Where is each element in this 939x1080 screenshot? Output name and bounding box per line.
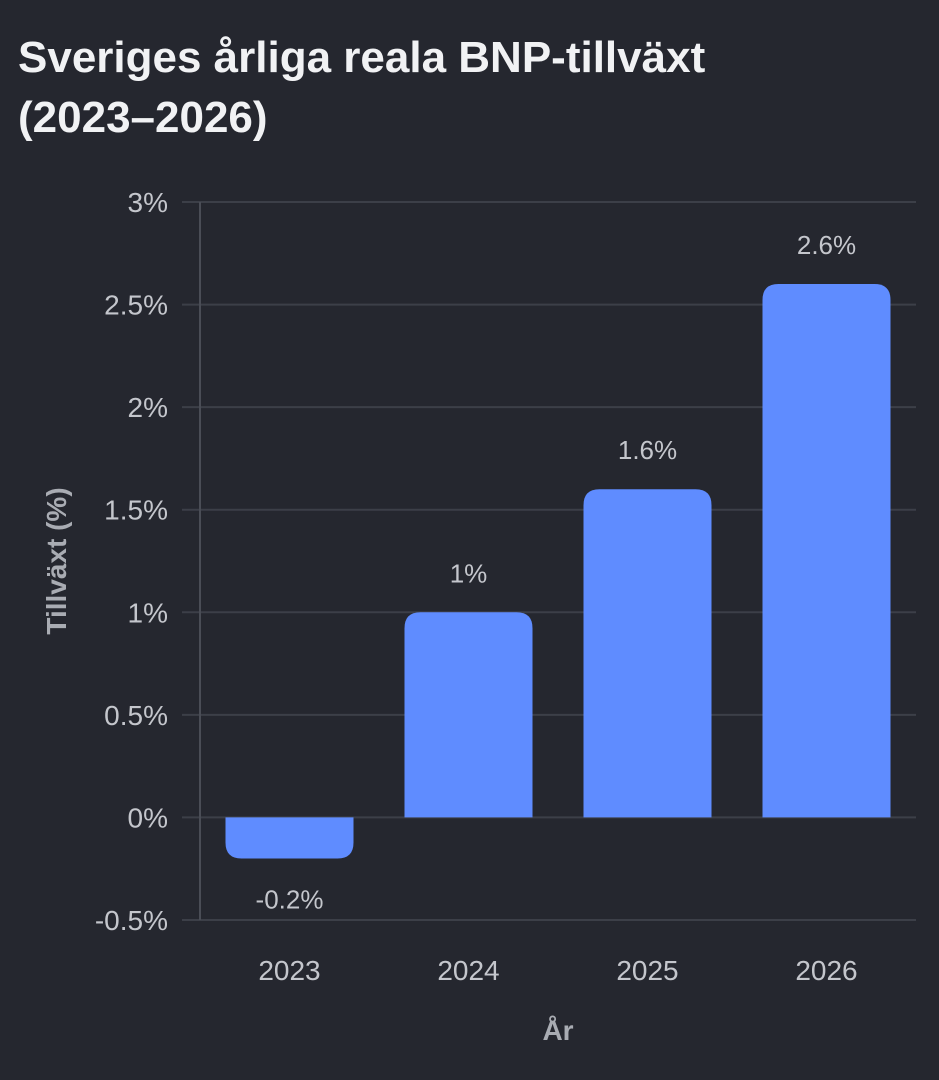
bar-2026 (762, 284, 891, 818)
x-tick-label: 2023 (258, 955, 320, 986)
y-tick-label: 2% (128, 392, 168, 423)
x-tick-label: 2025 (616, 955, 678, 986)
bar-2024 (404, 612, 533, 818)
chart-title-line-1: Sveriges årliga reala BNP-tillväxt (18, 33, 706, 82)
y-tick-label: 2.5% (104, 290, 168, 321)
x-tick-label: 2024 (437, 955, 499, 986)
bars (225, 284, 891, 859)
y-tick-label: -0.5% (95, 905, 168, 936)
data-label-2024: 1% (450, 558, 488, 588)
y-tick-label: 0% (128, 802, 168, 833)
y-axis-title: Tillväxt (%) (41, 487, 72, 634)
y-tick-label: 1.5% (104, 495, 168, 526)
tick-labels: -0.5% 0% 0.5% 1% 1.5% 2% 2.5% 3% 2023 2024 2025 202… (95, 187, 858, 986)
y-tick-label: 1% (128, 597, 168, 628)
bar-2023 (225, 817, 354, 859)
data-labels: -0.2% 1% 1.6% 2.6% (256, 230, 857, 914)
bar-2025 (583, 489, 712, 818)
data-label-2025: 1.6% (618, 435, 677, 465)
chart-title: Sveriges årliga reala BNP-tillväxt (2023… (18, 28, 918, 148)
y-tick-label: 0.5% (104, 700, 168, 731)
data-label-2023: -0.2% (256, 884, 324, 914)
chart-title-line-2: (2023–2026) (18, 93, 268, 142)
data-label-2026: 2.6% (797, 230, 856, 260)
y-tick-label: 3% (128, 187, 168, 218)
x-tick-label: 2026 (795, 955, 857, 986)
x-axis-title: År (542, 1015, 573, 1046)
